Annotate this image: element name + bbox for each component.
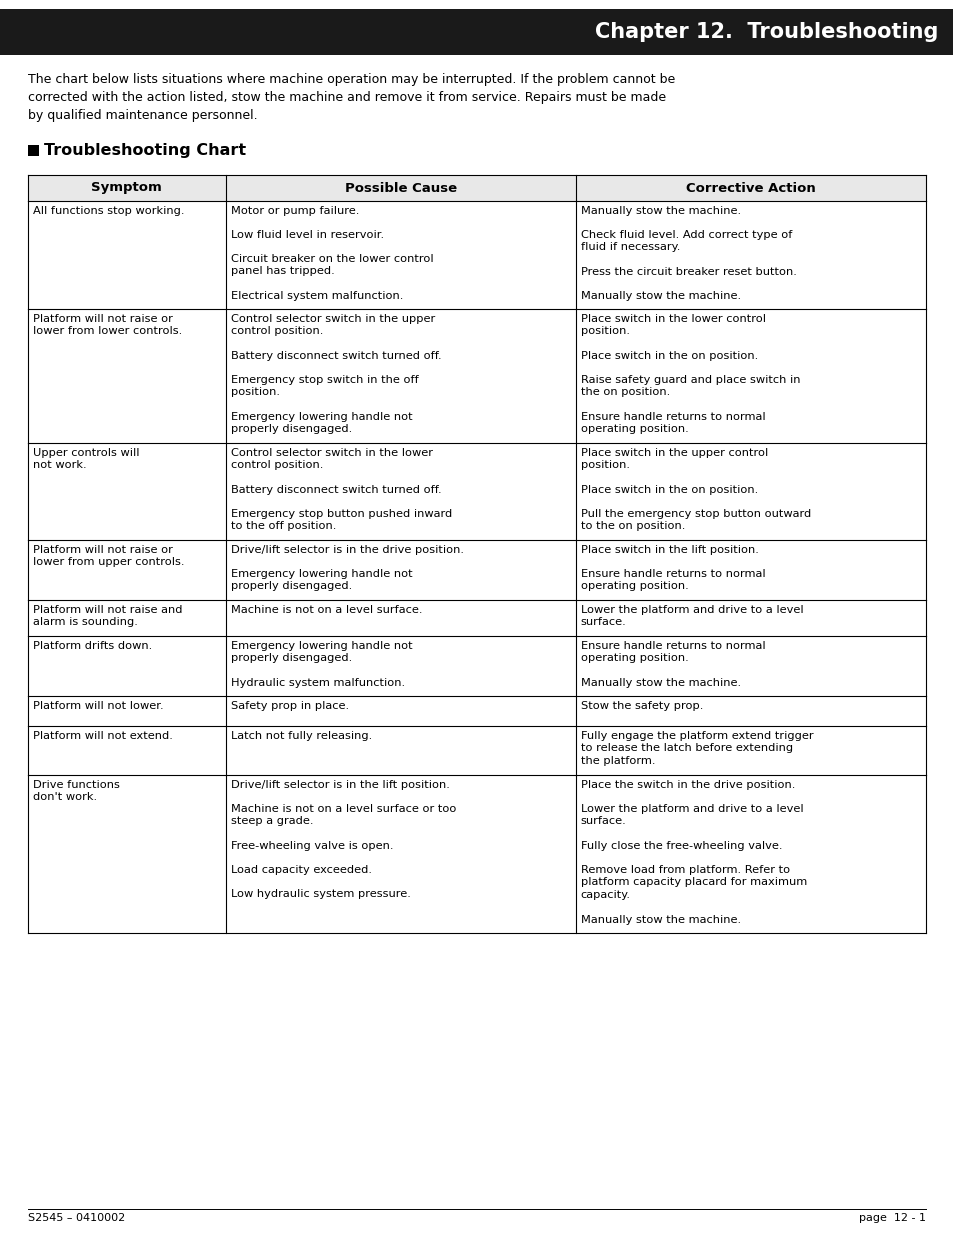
Bar	[28, 636, 925, 697]
Text: Hydraulic system malfunction.: Hydraulic system malfunction.	[231, 678, 404, 688]
Text: Platform will not raise or
lower from upper controls.: Platform will not raise or lower from up…	[33, 545, 184, 567]
Text: Emergency lowering handle not
properly disengaged.: Emergency lowering handle not properly d…	[231, 569, 412, 592]
Text: Machine is not on a level surface.: Machine is not on a level surface.	[231, 605, 421, 615]
Text: Ensure handle returns to normal
operating position.: Ensure handle returns to normal operatin…	[580, 641, 764, 663]
Text: Platform will not raise or
lower from lower controls.: Platform will not raise or lower from lo…	[33, 314, 182, 336]
Bar	[28, 776, 925, 932]
Bar	[28, 443, 925, 540]
Bar	[28, 175, 925, 201]
Text: Place switch in the lower control
position.: Place switch in the lower control positi…	[580, 314, 765, 336]
Text: Emergency lowering handle not
properly disengaged.: Emergency lowering handle not properly d…	[231, 641, 412, 663]
Text: Control selector switch in the lower
control position.: Control selector switch in the lower con…	[231, 448, 432, 471]
Text: Place switch in the lift position.: Place switch in the lift position.	[580, 545, 758, 555]
Bar	[28, 201, 925, 309]
Text: page  12 - 1: page 12 - 1	[858, 1213, 925, 1223]
Text: Manually stow the machine.: Manually stow the machine.	[580, 915, 740, 925]
Text: Battery disconnect switch turned off.: Battery disconnect switch turned off.	[231, 485, 440, 495]
Bar	[28, 144, 39, 156]
Text: Upper controls will
not work.: Upper controls will not work.	[33, 448, 139, 471]
Bar	[28, 309, 925, 443]
Text: Drive/lift selector is in the lift position.: Drive/lift selector is in the lift posit…	[231, 781, 449, 790]
Text: Place switch in the on position.: Place switch in the on position.	[580, 485, 758, 495]
Text: Emergency stop button pushed inward
to the off position.: Emergency stop button pushed inward to t…	[231, 509, 452, 531]
Text: Fully engage the platform extend trigger
to release the latch before extending
t: Fully engage the platform extend trigger…	[580, 731, 813, 766]
Text: Drive functions
don't work.: Drive functions don't work.	[33, 781, 120, 803]
Text: Fully close the free-wheeling valve.: Fully close the free-wheeling valve.	[580, 841, 781, 851]
Text: Lower the platform and drive to a level
surface.: Lower the platform and drive to a level …	[580, 605, 802, 627]
Text: Control selector switch in the upper
control position.: Control selector switch in the upper con…	[231, 314, 435, 336]
Bar	[28, 697, 925, 726]
Text: Battery disconnect switch turned off.: Battery disconnect switch turned off.	[231, 351, 440, 361]
Text: All functions stop working.: All functions stop working.	[33, 206, 184, 216]
Text: Emergency stop switch in the off
position.: Emergency stop switch in the off positio…	[231, 375, 417, 398]
Text: Platform will not lower.: Platform will not lower.	[33, 701, 164, 711]
Text: Stow the safety prop.: Stow the safety prop.	[580, 701, 702, 711]
Text: Load capacity exceeded.: Load capacity exceeded.	[231, 864, 371, 876]
Bar	[0, 9, 953, 56]
Text: Press the circuit breaker reset button.: Press the circuit breaker reset button.	[580, 267, 796, 277]
Text: Ensure handle returns to normal
operating position.: Ensure handle returns to normal operatin…	[580, 412, 764, 435]
Text: Low fluid level in reservoir.: Low fluid level in reservoir.	[231, 230, 383, 240]
Bar	[28, 600, 925, 636]
Text: Motor or pump failure.: Motor or pump failure.	[231, 206, 358, 216]
Text: Platform will not extend.: Platform will not extend.	[33, 731, 172, 741]
Text: Symptom: Symptom	[91, 182, 162, 194]
Bar	[28, 726, 925, 776]
Text: Free-wheeling valve is open.: Free-wheeling valve is open.	[231, 841, 393, 851]
Text: Corrective Action: Corrective Action	[685, 182, 815, 194]
Text: Place switch in the upper control
position.: Place switch in the upper control positi…	[580, 448, 767, 471]
Text: Possible Cause: Possible Cause	[344, 182, 456, 194]
Text: Platform will not raise and
alarm is sounding.: Platform will not raise and alarm is sou…	[33, 605, 182, 627]
Text: Emergency lowering handle not
properly disengaged.: Emergency lowering handle not properly d…	[231, 412, 412, 435]
Text: Platform drifts down.: Platform drifts down.	[33, 641, 152, 651]
Text: The chart below lists situations where machine operation may be interrupted. If : The chart below lists situations where m…	[28, 73, 675, 122]
Text: Chapter 12.  Troubleshooting: Chapter 12. Troubleshooting	[594, 22, 937, 42]
Text: Manually stow the machine.: Manually stow the machine.	[580, 678, 740, 688]
Text: Troubleshooting Chart: Troubleshooting Chart	[44, 143, 246, 158]
Text: Drive/lift selector is in the drive position.: Drive/lift selector is in the drive posi…	[231, 545, 463, 555]
Text: Check fluid level. Add correct type of
fluid if necessary.: Check fluid level. Add correct type of f…	[580, 230, 791, 252]
Text: Raise safety guard and place switch in
the on position.: Raise safety guard and place switch in t…	[580, 375, 800, 398]
Text: Machine is not on a level surface or too
steep a grade.: Machine is not on a level surface or too…	[231, 804, 456, 826]
Text: Ensure handle returns to normal
operating position.: Ensure handle returns to normal operatin…	[580, 569, 764, 592]
Text: Place switch in the on position.: Place switch in the on position.	[580, 351, 758, 361]
Text: Circuit breaker on the lower control
panel has tripped.: Circuit breaker on the lower control pan…	[231, 254, 433, 277]
Text: Low hydraulic system pressure.: Low hydraulic system pressure.	[231, 889, 410, 899]
Text: Safety prop in place.: Safety prop in place.	[231, 701, 348, 711]
Text: S2545 – 0410002: S2545 – 0410002	[28, 1213, 125, 1223]
Text: Place the switch in the drive position.: Place the switch in the drive position.	[580, 781, 794, 790]
Text: Remove load from platform. Refer to
platform capacity placard for maximum
capaci: Remove load from platform. Refer to plat…	[580, 864, 806, 900]
Bar	[28, 540, 925, 600]
Text: Manually stow the machine.: Manually stow the machine.	[580, 291, 740, 301]
Text: Manually stow the machine.: Manually stow the machine.	[580, 206, 740, 216]
Text: Pull the emergency stop button outward
to the on position.: Pull the emergency stop button outward t…	[580, 509, 810, 531]
Text: Electrical system malfunction.: Electrical system malfunction.	[231, 291, 402, 301]
Text: Latch not fully releasing.: Latch not fully releasing.	[231, 731, 372, 741]
Text: Lower the platform and drive to a level
surface.: Lower the platform and drive to a level …	[580, 804, 802, 826]
